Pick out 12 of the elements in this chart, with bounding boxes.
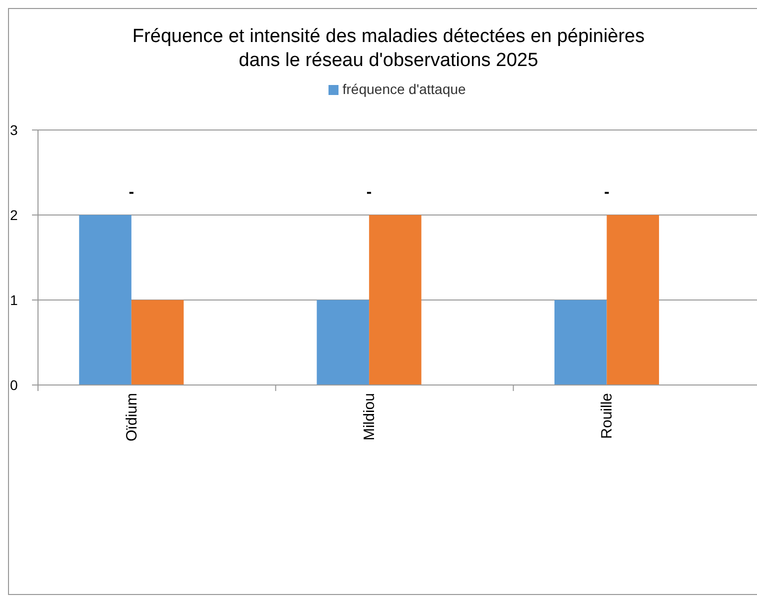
y-tick-label: 0 bbox=[10, 377, 18, 393]
x-tick-label: Mildiou bbox=[361, 393, 378, 441]
annotation: - bbox=[128, 184, 134, 201]
x-tick-label: Rouille bbox=[598, 393, 616, 439]
annotation: - bbox=[366, 184, 372, 201]
legend-label: fréquence d'attaque bbox=[342, 81, 466, 97]
x-tick-label: Oïdium bbox=[123, 393, 140, 442]
chart-title: Fréquence et intensité des maladies détectées en pépinières dans le réseau d'observations 2025 bbox=[132, 26, 645, 71]
annotation: - bbox=[604, 184, 610, 201]
y-tick-label: 2 bbox=[10, 207, 18, 223]
y-tick-label: 3 bbox=[10, 122, 18, 138]
y-tick-label: 1 bbox=[10, 292, 18, 308]
